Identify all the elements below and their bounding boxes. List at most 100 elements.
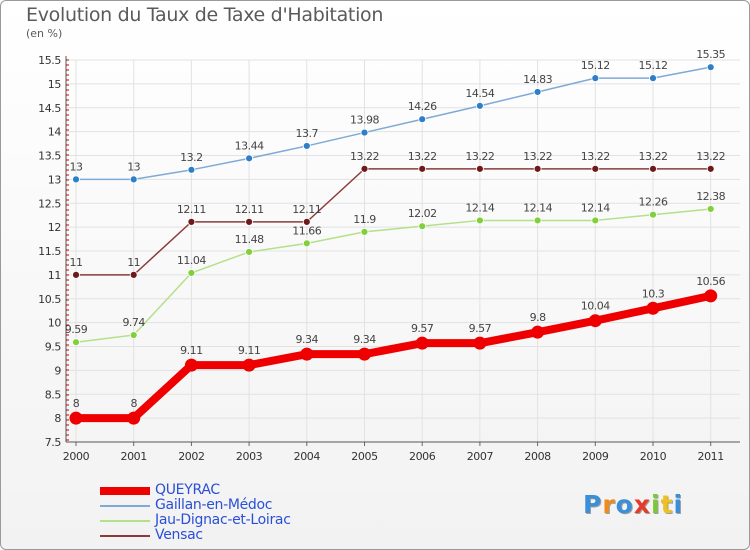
legend-swatch	[100, 505, 150, 507]
chart-unit: (en %)	[26, 27, 63, 40]
data-label-jau-dignac-et-loirac: 12.14	[581, 201, 610, 214]
y-tick-label: 11	[48, 269, 61, 282]
legend-swatch	[100, 520, 150, 522]
data-point-jau-dignac-et-loirac	[245, 248, 254, 256]
x-tick-label: 2005	[351, 450, 378, 463]
data-label-queyrac: 10.56	[696, 275, 725, 288]
data-point-gaillan-en-medoc	[360, 128, 369, 137]
legend-label: QUEYRAC	[155, 482, 220, 498]
data-point-vensac	[706, 164, 715, 173]
data-point-jau-dignac-et-loirac	[706, 205, 715, 213]
data-label-jau-dignac-et-loirac: 12.02	[408, 207, 437, 220]
data-point-gaillan-en-medoc	[187, 165, 196, 174]
y-tick-label: 15.5	[38, 54, 61, 67]
data-label-jau-dignac-et-loirac: 11.9	[353, 213, 376, 226]
logo-letter: x	[633, 490, 651, 519]
data-label-gaillan-en-medoc: 13.7	[296, 127, 319, 140]
y-tick-label: 14.5	[38, 102, 61, 115]
data-label-queyrac: 9.8	[530, 311, 546, 324]
data-point-queyrac	[242, 358, 256, 372]
data-label-queyrac: 9.57	[469, 322, 492, 335]
data-label-vensac: 11	[127, 256, 140, 269]
data-point-jau-dignac-et-loirac	[302, 239, 311, 248]
data-point-jau-dignac-et-loirac	[591, 216, 600, 225]
x-tick-label: 2004	[294, 450, 321, 463]
data-label-vensac: 13.22	[581, 150, 610, 163]
data-label-vensac: 13.22	[465, 150, 494, 163]
legend-swatch	[100, 535, 150, 537]
axes: 7.5 8 8.5 9 9.5 10 10.5 11 11.5 12 12.5 13 13.5 14 14.…	[38, 54, 740, 463]
data-point-jau-dignac-et-loirac	[360, 227, 369, 236]
data-point-queyrac	[415, 336, 429, 350]
x-tick-label: 2000	[63, 450, 90, 463]
y-tick-label: 15	[48, 78, 62, 91]
data-label-jau-dignac-et-loirac: 11.48	[235, 233, 264, 246]
y-tick-label: 8.5	[45, 388, 62, 401]
data-point-queyrac	[704, 289, 718, 303]
data-label-jau-dignac-et-loirac: 11.04	[177, 254, 206, 267]
data-label-jau-dignac-et-loirac: 12.14	[523, 201, 552, 214]
proxiti-logo: Proxiti	[583, 490, 683, 519]
data-point-gaillan-en-medoc	[72, 175, 80, 184]
data-label-vensac: 12.11	[177, 203, 206, 216]
data-label-vensac: 11	[70, 256, 83, 269]
series-lines	[69, 63, 718, 425]
data-point-queyrac	[646, 301, 660, 315]
data-label-gaillan-en-medoc: 15.35	[696, 48, 725, 61]
y-tick-label: 10	[48, 317, 62, 330]
chart-title: Evolution du Taux de Taxe d'Habitation	[26, 4, 384, 26]
data-point-jau-dignac-et-loirac	[129, 331, 138, 339]
legend-swatch	[100, 487, 150, 495]
data-label-jau-dignac-et-loirac: 9.74	[122, 316, 145, 329]
data-point-jau-dignac-et-loirac	[187, 269, 196, 277]
data-point-gaillan-en-medoc	[475, 101, 484, 110]
data-point-gaillan-en-medoc	[533, 88, 542, 96]
data-label-vensac: 13.22	[523, 150, 552, 163]
y-tick-label: 14	[48, 126, 62, 139]
data-label-gaillan-en-medoc: 15.12	[581, 59, 610, 72]
legend-label: Gaillan-en-Médoc	[155, 497, 273, 513]
data-point-jau-dignac-et-loirac	[533, 216, 542, 225]
data-label-vensac: 13.22	[696, 150, 725, 163]
data-point-gaillan-en-medoc	[129, 175, 138, 184]
data-label-gaillan-en-medoc: 14.26	[408, 100, 437, 113]
series-line-jau-dignac-et-loirac	[75, 208, 711, 343]
data-label-vensac: 12.11	[292, 203, 321, 216]
data-label-queyrac: 9.11	[180, 344, 203, 357]
data-label-jau-dignac-et-loirac: 12.26	[639, 196, 668, 209]
data-point-queyrac	[588, 314, 602, 328]
data-labels: 13 13 13.2 13.44 13.7 13.98 14.26 14.54 14.83 15.…	[65, 48, 726, 410]
data-label-jau-dignac-et-loirac: 11.66	[292, 224, 321, 237]
data-label-gaillan-en-medoc: 14.83	[523, 73, 552, 86]
data-label-vensac: 12.11	[235, 203, 264, 216]
x-tick-label: 2009	[582, 450, 609, 463]
logo-letter: o	[615, 490, 634, 519]
y-tick-label: 9.5	[45, 341, 62, 354]
data-point-queyrac	[69, 411, 83, 425]
logo-letter: i	[651, 490, 661, 519]
series-line-gaillan-en-medoc	[76, 66, 711, 181]
data-point-gaillan-en-medoc	[591, 74, 600, 83]
data-point-vensac	[129, 270, 138, 279]
data-point-vensac	[72, 270, 80, 279]
data-point-jau-dignac-et-loirac	[418, 222, 427, 231]
legend-label: Vensac	[155, 527, 203, 543]
data-label-gaillan-en-medoc: 15.12	[639, 59, 668, 72]
series-line-queyrac	[76, 291, 712, 423]
logo-letter: P	[583, 490, 603, 519]
x-tick-label: 2003	[236, 450, 263, 463]
data-point-vensac	[418, 164, 427, 173]
x-tick-label: 2010	[640, 450, 667, 463]
data-label-jau-dignac-et-loirac: 9.59	[65, 323, 88, 336]
x-tick-label: 2011	[697, 450, 723, 463]
data-point-queyrac	[473, 336, 487, 350]
data-point-queyrac	[358, 347, 371, 361]
y-tick-label: 11.5	[38, 245, 61, 258]
data-label-queyrac: 10.3	[642, 287, 665, 300]
data-point-queyrac	[531, 325, 545, 339]
y-tick-label: 7.5	[45, 436, 62, 449]
y-tick-label: 13	[48, 173, 62, 186]
data-point-vensac	[302, 217, 311, 226]
data-label-queyrac: 9.11	[238, 344, 261, 357]
y-tick-label: 12	[48, 221, 61, 234]
